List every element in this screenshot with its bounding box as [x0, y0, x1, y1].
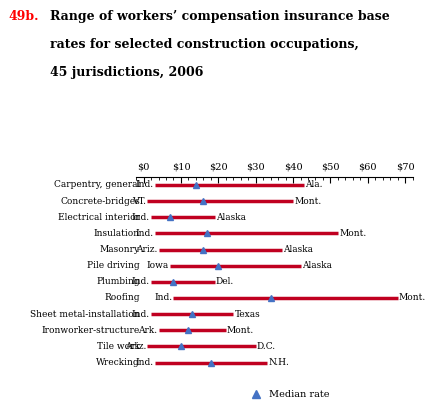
Text: Concrete-bridges: Concrete-bridges [60, 196, 140, 206]
Text: Carpentry, general: Carpentry, general [53, 181, 140, 189]
Text: Sheet metal-installation: Sheet metal-installation [30, 310, 140, 319]
Text: Ind.: Ind. [131, 310, 149, 319]
Text: Mont.: Mont. [338, 229, 365, 238]
Text: Ind.: Ind. [131, 277, 149, 286]
Text: Insulation: Insulation [93, 229, 140, 238]
Text: Ind.: Ind. [154, 294, 172, 302]
Text: Pile driving: Pile driving [87, 261, 140, 270]
Text: VT.: VT. [132, 196, 146, 206]
Text: Masonry: Masonry [99, 245, 140, 254]
Text: Alaska: Alaska [301, 261, 331, 270]
Text: Ala.: Ala. [305, 181, 322, 189]
Text: Ind.: Ind. [131, 213, 149, 222]
Text: Alaska: Alaska [215, 213, 245, 222]
Text: 45 jurisdictions, 2006: 45 jurisdictions, 2006 [50, 66, 203, 79]
Text: 49b.: 49b. [9, 10, 39, 23]
Text: Tile work: Tile work [97, 342, 140, 351]
Text: Ind.: Ind. [135, 358, 153, 367]
Text: Roofing: Roofing [104, 294, 140, 302]
Text: rates for selected construction occupations,: rates for selected construction occupati… [50, 38, 359, 51]
Text: Range of workers’ compensation insurance base: Range of workers’ compensation insurance… [50, 10, 389, 23]
Text: Del.: Del. [215, 277, 233, 286]
Legend: Median rate: Median rate [242, 386, 333, 403]
Text: Alaska: Alaska [283, 245, 312, 254]
Text: Ark.: Ark. [138, 326, 157, 335]
Text: Ind.: Ind. [135, 229, 153, 238]
Text: Iowa: Iowa [146, 261, 168, 270]
Text: Mont.: Mont. [226, 326, 254, 335]
Text: Mont.: Mont. [398, 294, 425, 302]
Text: Ariz.: Ariz. [124, 342, 146, 351]
Text: Ironworker-structure: Ironworker-structure [42, 326, 140, 335]
Text: Electrical interior: Electrical interior [58, 213, 140, 222]
Text: Ariz.: Ariz. [136, 245, 157, 254]
Text: Wrecking: Wrecking [96, 358, 140, 367]
Text: D.C.: D.C. [256, 342, 276, 351]
Text: Mont.: Mont. [293, 196, 321, 206]
Text: Texas: Texas [234, 310, 260, 319]
Text: N.H.: N.H. [268, 358, 288, 367]
Text: Plumbing: Plumbing [96, 277, 140, 286]
Text: Ind.: Ind. [135, 181, 153, 189]
